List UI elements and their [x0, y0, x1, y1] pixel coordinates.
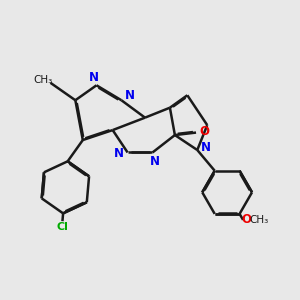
- Text: O: O: [242, 213, 252, 226]
- Text: N: N: [114, 147, 124, 160]
- Text: N: N: [201, 141, 211, 154]
- Text: CH₃: CH₃: [250, 215, 269, 225]
- Text: CH₃: CH₃: [33, 75, 52, 85]
- Text: N: N: [125, 89, 135, 102]
- Text: N: N: [89, 71, 99, 84]
- Text: O: O: [200, 125, 210, 138]
- Text: N: N: [150, 155, 160, 168]
- Text: Cl: Cl: [56, 222, 68, 233]
